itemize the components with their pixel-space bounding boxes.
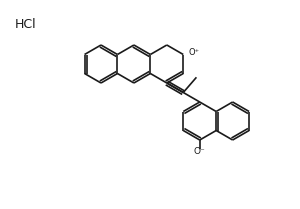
Text: O⁺: O⁺: [188, 48, 200, 57]
Text: HCl: HCl: [15, 18, 37, 31]
Text: O⁻: O⁻: [194, 147, 206, 156]
